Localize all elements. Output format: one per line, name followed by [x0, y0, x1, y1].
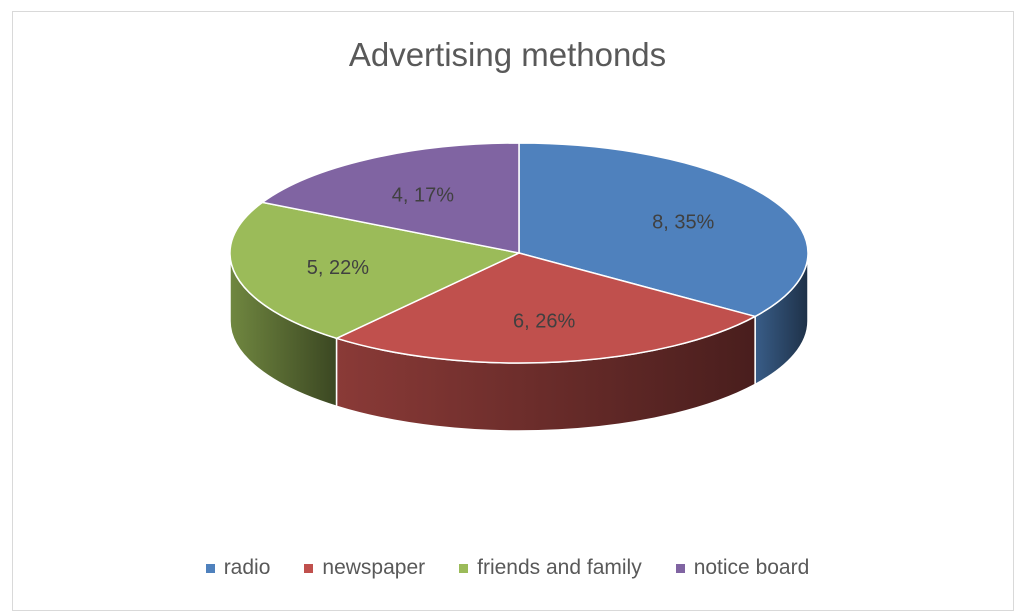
legend-swatch	[304, 563, 314, 573]
legend-item-newspaper: newspaper	[304, 556, 425, 580]
pie-slice-notice-board	[260, 142, 520, 254]
legend-label: radio	[223, 556, 271, 579]
legend-item-notice-board: notice board	[675, 556, 810, 580]
pie-slice-newspaper	[334, 252, 758, 364]
legend-item-radio: radio	[205, 556, 271, 580]
legend-swatch	[205, 563, 215, 573]
chart-title: Advertising methonds	[348, 36, 667, 73]
legend-label: newspaper	[322, 556, 426, 579]
legend-swatch	[459, 563, 469, 573]
data-label-newspaper: 6, 26%	[513, 311, 575, 333]
legend-swatch	[675, 563, 685, 573]
pie-slice-friends-and-family	[229, 201, 522, 340]
legend-item-friends-and-family: friends and family	[459, 556, 642, 580]
pie-slice-radio	[518, 142, 809, 318]
data-label-friends-and-family: 5, 22%	[307, 257, 369, 279]
legend: radio newspaper friends and family notice b…	[0, 556, 1015, 580]
data-label-radio: 8, 35%	[652, 212, 714, 234]
legend-label: notice board	[693, 556, 810, 579]
legend-label: friends and family	[477, 556, 642, 579]
data-label-notice-board: 4, 17%	[392, 185, 454, 207]
